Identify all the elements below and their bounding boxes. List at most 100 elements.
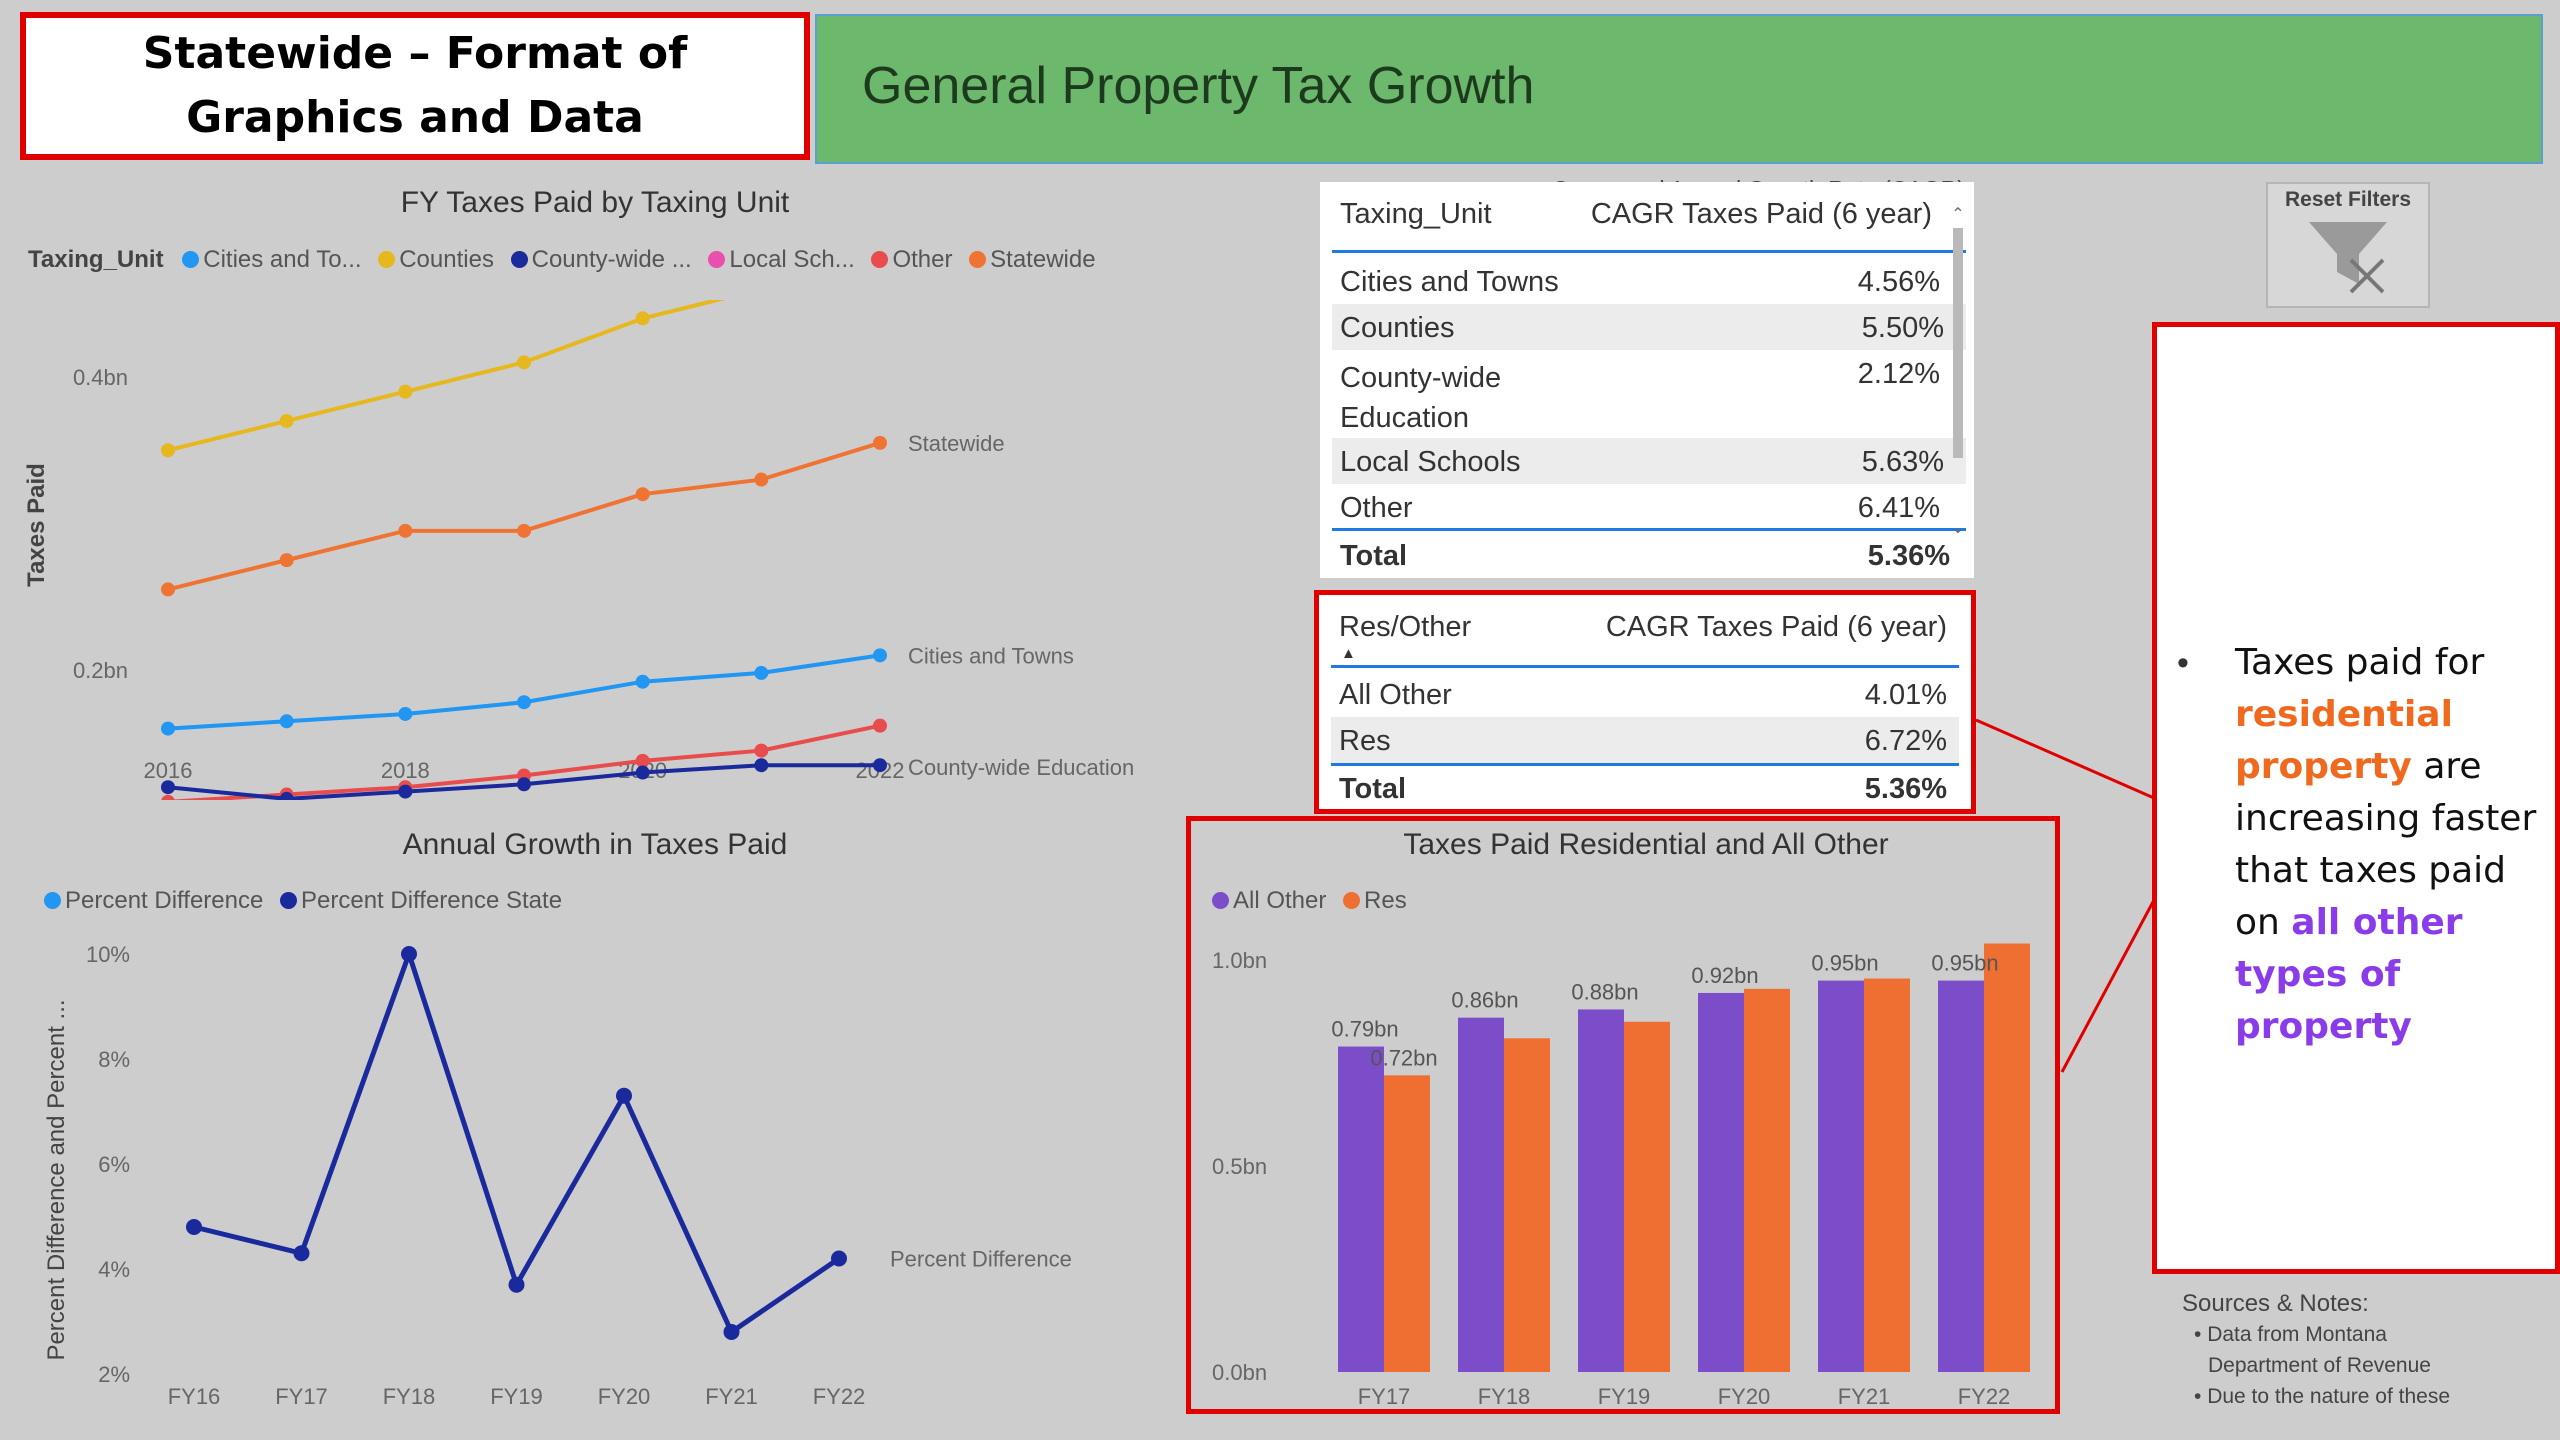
- data-point: [161, 780, 175, 795]
- reset-filters-label: Reset Filters: [2284, 188, 2412, 211]
- x-tick-label: FY21: [1838, 1384, 1891, 1409]
- data-point: [517, 523, 531, 538]
- data-point: [398, 384, 413, 399]
- y-tick-label: 4%: [98, 1257, 130, 1282]
- data-label: 0.95bn: [1811, 951, 1878, 976]
- data-point: [279, 553, 294, 568]
- legend-item-cities[interactable]: Cities and To...: [182, 246, 362, 273]
- y-tick-label: 8%: [98, 1047, 130, 1072]
- data-point: [517, 355, 531, 370]
- sources-notes: Sources & Notes: • Data from Montana Dep…: [2182, 1288, 2502, 1412]
- legend-item-percent-difference[interactable]: Percent Difference: [44, 887, 263, 914]
- data-label: 0.86bn: [1451, 988, 1518, 1013]
- table-row[interactable]: Cities and Towns 4.56%: [1340, 266, 1940, 298]
- data-point: [161, 721, 175, 736]
- col-taxing-unit[interactable]: Taxing_Unit: [1340, 198, 1492, 230]
- data-label: 0.72bn: [1370, 1045, 1437, 1070]
- legend-item-all-other[interactable]: All Other: [1212, 887, 1326, 914]
- col-res-other[interactable]: Res/Other: [1339, 611, 1472, 643]
- table-row[interactable]: All Other 4.01%: [1339, 679, 1947, 711]
- data-point: [186, 1219, 202, 1235]
- data-point: [161, 794, 175, 800]
- data-point: [508, 1276, 525, 1293]
- data-point: [635, 753, 650, 768]
- bar-chart-frame: [1186, 816, 2060, 1414]
- x-tick-label: FY18: [1478, 1384, 1531, 1409]
- data-point: [754, 472, 769, 487]
- x-tick-label: 2018: [381, 758, 430, 783]
- callout-connector: [1975, 718, 2156, 1073]
- report-title-box: Statewide – Format of Graphics and Data: [20, 12, 810, 160]
- x-tick-label: 2016: [144, 758, 193, 783]
- data-point: [279, 714, 294, 729]
- legend-item-statewide[interactable]: Statewide: [969, 246, 1096, 273]
- cagr-table-header: Taxing_Unit CAGR Taxes Paid (6 year): [1320, 198, 1974, 248]
- cagr-table[interactable]: Taxing_Unit CAGR Taxes Paid (6 year) Cit…: [1320, 182, 1974, 578]
- data-point: [161, 582, 175, 597]
- legend-item-other[interactable]: Other: [871, 246, 952, 273]
- data-point: [398, 706, 413, 721]
- data-point: [279, 791, 294, 800]
- data-point: [517, 777, 531, 792]
- y-tick-label: 0.5bn: [1212, 1154, 1267, 1179]
- data-point: [635, 765, 650, 780]
- scroll-up-icon[interactable]: ⌃: [1951, 206, 1965, 223]
- y-tick-label: 1.0bn: [1212, 948, 1267, 973]
- y-axis-label: Percent Difference and Percent ...: [43, 999, 70, 1360]
- res-table-header: Res/Other CAGR Taxes Paid (6 year): [1319, 611, 1971, 657]
- res-other-table[interactable]: Res/Other CAGR Taxes Paid (6 year) ▲ All…: [1314, 590, 1976, 814]
- sort-asc-icon[interactable]: ▲: [1341, 645, 1356, 662]
- scroll-down-icon[interactable]: ⌄: [1951, 520, 1965, 537]
- line-chart[interactable]: Taxes Paid0.2bn0.4bn0.6bn201620182020202…: [20, 300, 1200, 800]
- growth-chart[interactable]: Percent Difference and Percent ... 2% 4% 6%…: [20, 930, 1180, 1420]
- total-divider: [1331, 763, 1959, 766]
- bar-res: [1744, 988, 1790, 1372]
- data-point: [873, 648, 887, 663]
- col-cagr[interactable]: CAGR Taxes Paid (6 year): [1605, 611, 1947, 643]
- table-scrollbar[interactable]: ⌃ ⌄: [1950, 204, 1966, 537]
- series-end-label: Percent Difference: [890, 1247, 1072, 1272]
- bar-res: [1864, 978, 1910, 1372]
- series-end-label: County-wide Education: [908, 755, 1134, 780]
- growth-line: [193, 946, 841, 1336]
- data-point: [616, 1087, 632, 1104]
- table-total-row: Total 5.36%: [1339, 773, 1947, 805]
- bar-all-other: [1938, 980, 1984, 1372]
- x-tick-label: FY22: [813, 1384, 866, 1409]
- data-point: [831, 1250, 847, 1267]
- bar-chart[interactable]: 0.0bn 0.5bn 1.0bn 0.79bn 0.72bn FY17 0.86bn FY1…: [1196, 930, 2056, 1410]
- table-row[interactable]: Counties 5.50%: [1332, 304, 1966, 350]
- y-tick-label: 6%: [98, 1152, 130, 1177]
- col-cagr[interactable]: CAGR Taxes Paid (6 year): [1590, 198, 1932, 230]
- table-row[interactable]: Local Schools 5.63%: [1332, 438, 1966, 484]
- scroll-thumb[interactable]: [1953, 228, 1963, 458]
- series-end-label: Statewide: [908, 431, 1005, 456]
- bar-all-other: [1338, 1046, 1384, 1372]
- x-tick-label: FY20: [1718, 1384, 1771, 1409]
- line-chart-legend: Taxing_Unit Cities and To... Counties Co…: [28, 246, 1106, 274]
- report-title: Statewide – Format of Graphics and Data: [142, 28, 688, 143]
- y-tick-label: 0.0bn: [1212, 1360, 1267, 1385]
- x-tick-label: FY18: [383, 1384, 436, 1409]
- bar-res: [1984, 943, 2030, 1372]
- data-point: [754, 665, 769, 680]
- data-point: [754, 743, 769, 758]
- bar-all-other: [1818, 980, 1864, 1372]
- y-tick-label: 10%: [86, 942, 130, 967]
- table-row[interactable]: Res 6.72%: [1331, 717, 1959, 763]
- legend-item-res[interactable]: Res: [1343, 887, 1407, 914]
- x-tick-label: FY17: [275, 1384, 328, 1409]
- legend-item-percent-difference-state[interactable]: Percent Difference State: [280, 887, 562, 914]
- legend-item-county-wide[interactable]: County-wide ...: [510, 246, 692, 273]
- legend-item-counties[interactable]: Counties: [378, 246, 494, 273]
- notes-title: Sources & Notes:: [2182, 1290, 2369, 1317]
- data-point: [635, 487, 650, 502]
- x-tick-label: FY17: [1358, 1384, 1411, 1409]
- total-divider: [1332, 528, 1966, 531]
- data-label: 0.92bn: [1691, 963, 1758, 988]
- table-row[interactable]: Other 6.41%: [1340, 492, 1940, 524]
- table-row[interactable]: County-wide Education 2.12%: [1340, 358, 1940, 434]
- x-tick-label: FY19: [1598, 1384, 1651, 1409]
- reset-filters-button[interactable]: Reset Filters: [2266, 182, 2430, 308]
- legend-item-local-schools[interactable]: Local Sch...: [708, 246, 855, 273]
